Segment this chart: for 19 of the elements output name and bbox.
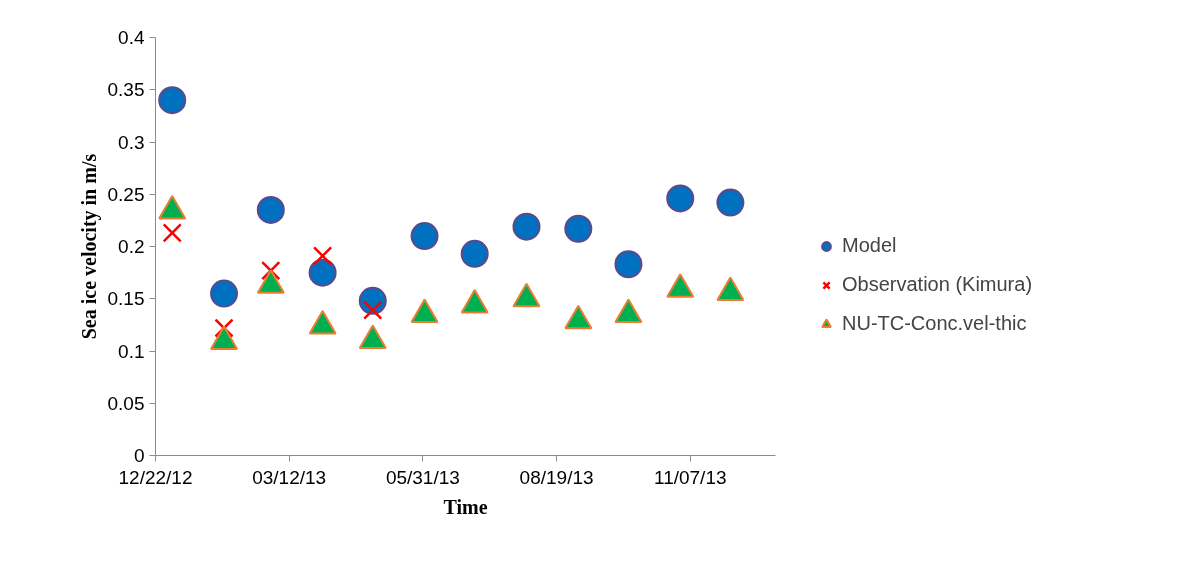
- y-tick-label: 0.4: [118, 27, 145, 48]
- y-tick-label: 0.2: [118, 236, 145, 257]
- x-axis-title: Time: [443, 495, 488, 518]
- legend-label: Observation (Kimura): [842, 273, 1033, 296]
- x-tick-label: 03/12/13: [252, 466, 327, 488]
- x-tick-label: 08/19/13: [519, 466, 594, 488]
- x-tick-label: 05/31/13: [385, 466, 460, 488]
- y-tick-label: 0.1: [118, 340, 145, 362]
- y-tick-label: 0: [133, 445, 145, 466]
- y-tick-label: 0.15: [107, 288, 145, 310]
- x-tick-label: 11/07/13: [654, 466, 727, 488]
- legend-label: NU-TC-Conc.vel-thic: [842, 312, 1027, 335]
- y-tick-label: 0.35: [107, 79, 145, 101]
- legend-label: Model: [842, 234, 897, 257]
- y-axis-title: Sea ice velocity in m/s: [77, 153, 101, 340]
- y-tick-label: 0.3: [118, 131, 145, 153]
- y-tick-label: 0.05: [107, 392, 145, 414]
- y-tick-label: 0.25: [107, 183, 145, 205]
- x-tick-label: 12/22/12: [118, 466, 193, 488]
